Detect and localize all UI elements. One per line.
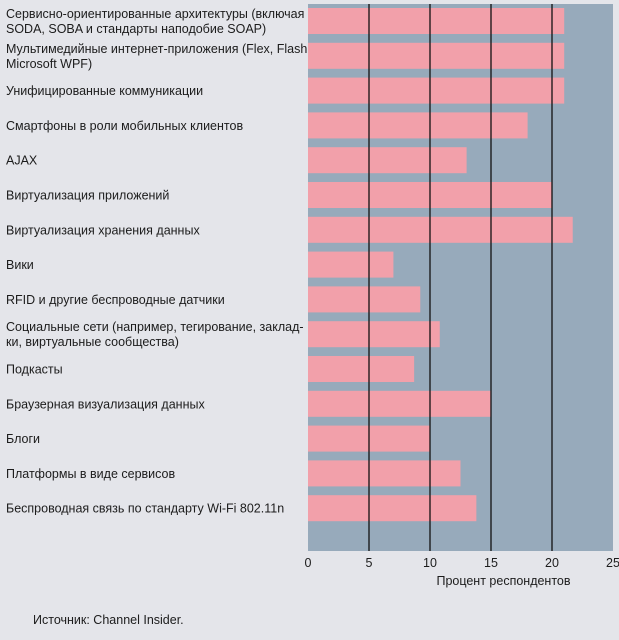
bar-1 [308, 42, 565, 69]
x-tick-label-5: 5 [366, 556, 373, 570]
category-label-7: Вики [6, 258, 34, 272]
bars [308, 8, 573, 522]
category-label-9-line-0: Социальные сети (например, тегирование, … [6, 320, 304, 334]
bar-8 [308, 286, 421, 313]
gridlines [368, 4, 553, 551]
category-label-8: RFID и другие беспроводные датчики [6, 293, 225, 307]
bar-6 [308, 216, 573, 243]
bar-10 [308, 356, 415, 382]
bar-0 [308, 8, 565, 34]
bar-14 [308, 495, 477, 522]
bar-2 [308, 77, 565, 104]
bar-7 [308, 251, 394, 278]
x-tick-label-0: 0 [305, 556, 312, 570]
category-label-3: Смартфоны в роли мобильных клиентов [6, 119, 243, 133]
category-label-5: Виртуализация приложений [6, 189, 169, 203]
category-label-10: Подкасты [6, 363, 63, 377]
category-label-1-line-0: Мультимедийные интернет-приложения (Flex… [6, 42, 311, 56]
category-label-0-line-0: Сервисно-ориентированные архитектуры (вк… [6, 7, 304, 21]
category-label-9-line-1: ки, виртуальные сообщества) [6, 335, 179, 349]
category-label-2: Унифицированные коммуникации [6, 84, 203, 98]
bar-13 [308, 460, 461, 487]
x-tick-label-25: 25 [606, 556, 619, 570]
category-label-area: Сервисно-ориентированные архитектуры (вк… [6, 7, 311, 516]
category-label-0-line-1: SODA, SOBA и стандарты наподобие SOAP) [6, 22, 266, 36]
bar-4 [308, 147, 467, 174]
x-tick-label-15: 15 [484, 556, 498, 570]
source-note: Источник: Channel Insider. [33, 613, 184, 627]
category-label-1-line-1: Microsoft WPF) [6, 57, 92, 71]
bar-9 [308, 321, 440, 348]
category-label-11: Браузерная визуализация данных [6, 397, 205, 411]
category-label-12: Блоги [6, 432, 40, 446]
category-label-13: Платформы в виде сервисов [6, 467, 175, 481]
category-label-14: Беспроводная связь по стандарту Wi-Fi 80… [6, 502, 284, 516]
bar-3 [308, 112, 528, 139]
bar-11 [308, 390, 491, 417]
x-tick-label-10: 10 [423, 556, 437, 570]
x-tick-label-20: 20 [545, 556, 559, 570]
x-axis-label: Процент респондентов [436, 574, 570, 588]
category-label-4: AJAX [6, 154, 38, 168]
x-axis-ticks: 0 5 10 15 20 25 [305, 556, 619, 570]
category-label-6: Виртуализация хранения данных [6, 223, 200, 237]
